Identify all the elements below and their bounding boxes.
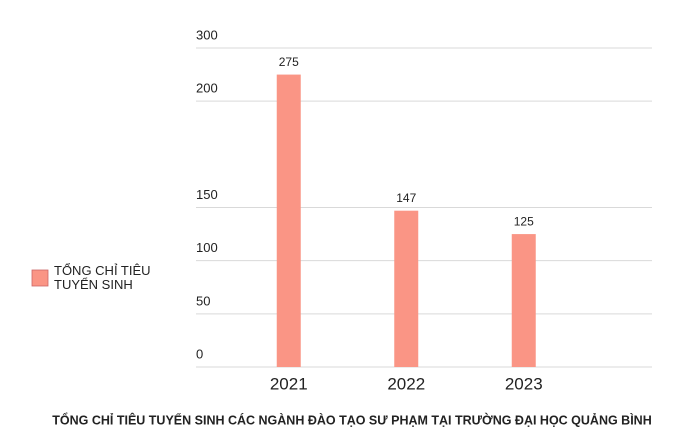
y-tick-label: 300 <box>196 27 218 42</box>
bar <box>511 234 536 367</box>
chart-title: TỔNG CHỈ TIÊU TUYỂN SINH CÁC NGÀNH ĐÀO T… <box>52 412 651 427</box>
data-label: 147 <box>396 191 416 205</box>
x-tick-label: 2022 <box>387 374 425 393</box>
y-tick-label: 100 <box>196 240 218 255</box>
y-tick-label: 200 <box>196 81 218 96</box>
bar <box>276 74 301 367</box>
y-tick-label: 50 <box>196 293 210 308</box>
legend-swatch <box>31 269 49 287</box>
y-tick-label: 150 <box>196 187 218 202</box>
data-label: 125 <box>514 214 534 228</box>
data-label: 275 <box>279 55 299 69</box>
x-tick-label: 2023 <box>505 374 543 393</box>
bar <box>394 210 419 367</box>
x-tick-label: 2021 <box>270 374 308 393</box>
y-tick-label: 0 <box>196 346 203 361</box>
legend-label: TỔNG CHỈ TIÊU TUYỂN SINH <box>54 263 151 292</box>
